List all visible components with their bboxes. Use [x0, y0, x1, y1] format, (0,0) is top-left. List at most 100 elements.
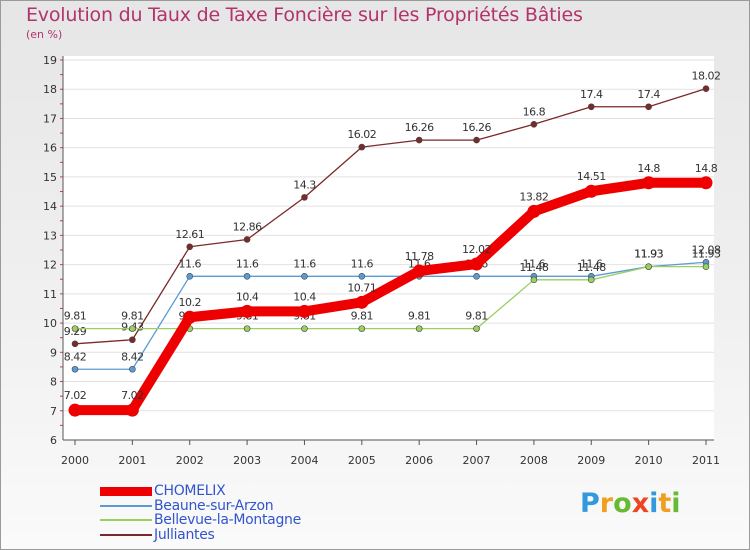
data-label: 8.42: [121, 350, 144, 363]
data-point: [358, 143, 366, 151]
data-point: [71, 325, 79, 332]
data-point: [415, 325, 423, 332]
legend-swatch: [100, 504, 152, 507]
data-label: 11.93: [634, 248, 663, 261]
data-label: 9.81: [408, 310, 431, 323]
data-label: 14.51: [577, 170, 606, 183]
data-point: [301, 273, 308, 280]
data-label: 9.81: [64, 310, 87, 323]
data-point: [243, 325, 251, 332]
data-point: [129, 336, 136, 344]
data-label: 16.26: [462, 121, 491, 134]
chart-legend: CHOMELIX Beaune-sur-Arzon Bellevue-la-Mont…: [100, 484, 301, 542]
y-tick-label: 18: [43, 83, 57, 96]
data-label: 11.6: [293, 257, 316, 270]
data-label: 12.08: [692, 243, 721, 256]
x-tick-label: 2004: [290, 454, 318, 467]
y-tick-label: 16: [43, 142, 57, 155]
legend-item: CHOMELIX: [100, 484, 301, 499]
data-point: [473, 325, 480, 332]
data-label: 7.02: [121, 389, 144, 402]
logo-letter: o: [613, 488, 632, 519]
data-label: 9.81: [351, 310, 374, 323]
data-label: 11.6: [580, 257, 603, 270]
legend-item: Beaune-sur-Arzon: [100, 498, 301, 514]
logo-letter: i: [649, 488, 659, 519]
y-tick-label: 14: [43, 200, 57, 213]
data-label: 16.26: [405, 121, 434, 134]
chart-title: Evolution du Taux de Taxe Foncière sur l…: [26, 4, 583, 26]
data-point: [129, 365, 136, 373]
data-label: 11.6: [351, 257, 374, 270]
legend-swatch: [100, 533, 152, 536]
series-chomelix: 7.02 7.02 10.2 10.4 10.4 10.71 11.78 12.02 13.82…: [64, 162, 718, 417]
y-tick-label: 9: [50, 346, 57, 359]
legend-label: Bellevue-la-Montagne: [154, 512, 301, 528]
data-point: [243, 273, 251, 280]
series-line: [74, 87, 707, 345]
data-point: [702, 263, 710, 270]
data-point: [415, 136, 423, 144]
data-point: [470, 257, 484, 271]
legend-label: Julliantes: [154, 526, 215, 543]
data-point: [527, 204, 541, 218]
data-point: [358, 325, 366, 332]
x-tick-label: 2008: [520, 454, 548, 467]
logo-letter: i: [671, 488, 681, 519]
data-label: 11.6: [178, 257, 201, 270]
y-tick-label: 13: [43, 229, 57, 242]
data-label: 11.48: [577, 261, 606, 274]
logo-letter: x: [631, 488, 650, 519]
y-tick-label: 11: [43, 288, 57, 301]
data-point: [473, 273, 480, 280]
x-tick-label: 2001: [118, 454, 146, 467]
data-label: 11.6: [523, 257, 546, 270]
series-julliantes: 9.299.4312.6112.8614.316.0216.2616.2616.…: [64, 70, 721, 348]
data-point: [186, 273, 194, 280]
data-label: 14.3: [293, 178, 316, 191]
data-point: [473, 136, 480, 144]
data-label: 14.8: [695, 162, 718, 175]
data-point: [702, 85, 710, 92]
data-label: 14.8: [637, 162, 660, 175]
data-point: [186, 243, 194, 251]
y-tick-label: 19: [43, 54, 57, 67]
data-label: 11.93: [634, 248, 663, 261]
data-label: 12.61: [175, 228, 204, 241]
logo-letter: r: [599, 488, 614, 519]
data-label: 16.02: [347, 128, 376, 141]
legend-item: Julliantes: [100, 526, 301, 543]
data-label: 9.81: [465, 310, 488, 323]
x-tick-label: 2007: [463, 454, 491, 467]
legend-swatch: [100, 519, 152, 522]
data-point: [125, 403, 139, 417]
x-tick-label: 2000: [61, 454, 89, 467]
data-label: 17.4: [637, 88, 660, 101]
series-line: [70, 177, 711, 416]
data-point: [183, 310, 197, 324]
legend-label: CHOMELIX: [154, 483, 226, 499]
data-point: [301, 325, 308, 332]
data-label: 7.02: [64, 389, 87, 402]
data-label: 8.42: [64, 350, 87, 363]
y-tick-label: 10: [43, 317, 57, 330]
y-axis-unit-label: (en %): [26, 28, 63, 41]
x-tick-label: 2006: [405, 454, 433, 467]
data-point: [645, 263, 652, 270]
data-point: [355, 295, 369, 309]
data-point: [645, 103, 652, 111]
legend-item: Bellevue-la-Montagne: [100, 513, 301, 528]
data-label: 12.02: [462, 243, 491, 256]
data-label: 10.4: [293, 290, 316, 303]
data-point: [301, 194, 308, 201]
data-point: [412, 264, 426, 278]
x-tick-label: 2005: [348, 454, 376, 467]
x-tick-label: 2003: [233, 454, 261, 467]
x-tick-label: 2011: [692, 454, 720, 467]
data-point: [358, 273, 366, 280]
data-point: [642, 176, 656, 190]
x-tick-label: 2010: [635, 454, 663, 467]
data-label: 11.6: [236, 257, 259, 270]
data-point: [68, 403, 82, 417]
